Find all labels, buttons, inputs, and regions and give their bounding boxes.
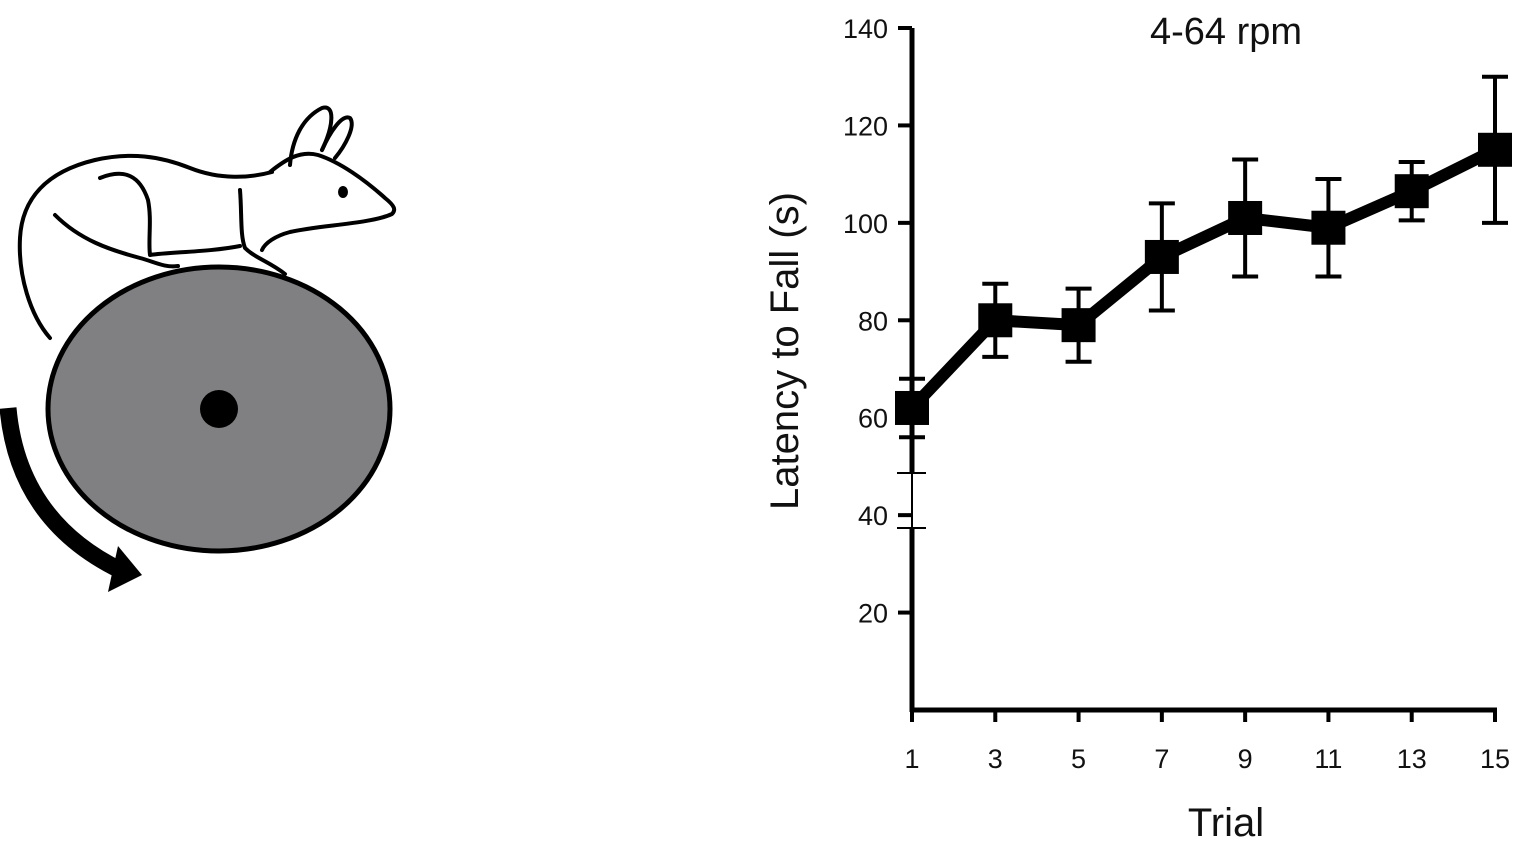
x-tick-label: 13 (1397, 744, 1427, 774)
y-tick-label: 60 (858, 404, 888, 434)
data-point (978, 303, 1013, 338)
rotarod-illustration (0, 105, 397, 592)
x-axis-title: Trial (1188, 801, 1264, 845)
latency-chart: 4-64 rpm Latency to Fall (s) Trial 20 40 6… (763, 11, 1512, 845)
data-point (1228, 200, 1263, 235)
y-tick-label: 40 (858, 501, 888, 531)
data-point (1061, 308, 1096, 343)
mouse-icon (17, 105, 397, 340)
x-tick-label: 11 (1314, 744, 1342, 774)
error-bars (899, 74, 1508, 440)
chart-title: 4-64 rpm (1150, 11, 1302, 53)
data-point (1478, 132, 1512, 167)
x-tick-label: 15 (1480, 744, 1510, 774)
y-axis-title: Latency to Fall (s) (763, 192, 807, 510)
x-tick-label: 3 (988, 744, 1003, 774)
data-point (1311, 210, 1346, 245)
rotation-arrow-icon (0, 407, 142, 592)
x-tick-label: 5 (1071, 744, 1086, 774)
data-point (1144, 239, 1179, 274)
axes (897, 28, 1497, 713)
x-ticks: 1 3 5 7 9 11 13 15 (904, 710, 1510, 774)
y-ticks: 20 40 60 80 100 120 140 (843, 14, 912, 629)
x-tick-label: 9 (1238, 744, 1253, 774)
y-tick-label: 20 (858, 599, 888, 629)
x-tick-label: 1 (904, 744, 919, 774)
x-tick-label: 7 (1154, 744, 1169, 774)
y-tick-label: 120 (843, 111, 888, 141)
data-point (895, 390, 929, 425)
y-tick-label: 140 (843, 14, 888, 44)
y-tick-label: 100 (843, 209, 888, 239)
data-point (1394, 174, 1429, 209)
rotarod-axle (200, 390, 238, 428)
y-tick-label: 80 (858, 306, 888, 336)
data-markers (895, 132, 1512, 425)
